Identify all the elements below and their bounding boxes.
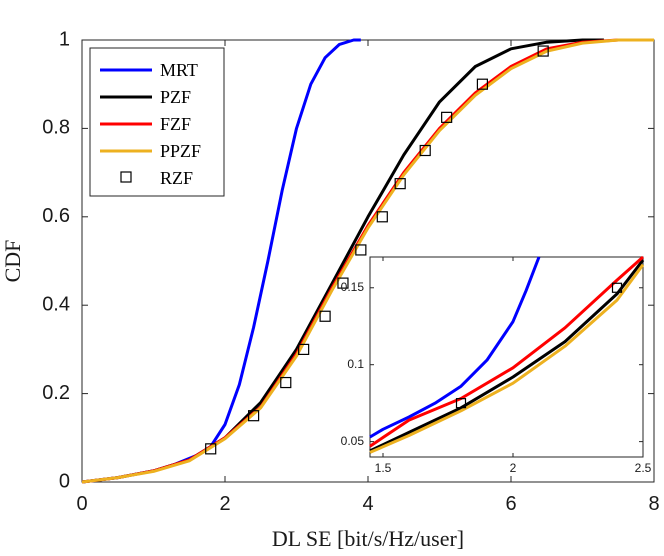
- main-marker-rzf: [394, 178, 406, 190]
- y-axis-title: CDF: [0, 240, 25, 283]
- inset-marker-rzf: [611, 282, 623, 293]
- main-marker-rzf: [419, 144, 431, 157]
- main-marker-rzf: [337, 277, 349, 289]
- inset-series-group: [369, 255, 645, 454]
- inset-plot-area: 1.5 2 2.5 0.05 0.1 0.15: [341, 255, 652, 475]
- main-marker-rzf: [319, 310, 331, 322]
- inset-series-mrt: [369, 256, 541, 439]
- legend-label-rzf: RZF: [160, 168, 193, 188]
- main-ticks: 0 2 4 6 8 0 0.2 0.4 0.6 0.8 1: [42, 28, 659, 515]
- main-markers-group: [205, 45, 549, 455]
- main-y-tick-label: 0: [59, 470, 70, 492]
- inset-x-tick-label: 2.5: [635, 461, 652, 475]
- main-marker-rzf: [376, 211, 388, 223]
- main-x-tick-label: 4: [362, 493, 373, 515]
- inset-series-ppzf: [369, 263, 645, 454]
- legend-label-ppzf: PPZF: [160, 141, 201, 161]
- legend-label-fzf: FZF: [160, 114, 191, 134]
- inset-plot-frame: [369, 256, 644, 458]
- legend-swatch-rzf: [120, 171, 132, 183]
- inset-x-tick-label: 2: [510, 461, 517, 475]
- main-marker-rzf: [298, 343, 310, 355]
- main-y-tick-label: 0.6: [42, 205, 70, 227]
- main-series-group: [81, 38, 654, 484]
- legend: MRT PZF FZF PPZF RZF: [89, 47, 225, 197]
- inset-markers-group: [455, 282, 623, 409]
- main-series-ppzf: [81, 38, 654, 484]
- main-marker-rzf: [476, 78, 488, 90]
- inset-y-tick-label: 0.15: [341, 280, 365, 294]
- inset-x-tick-label: 1.5: [375, 461, 392, 475]
- inset-y-tick-label: 0.1: [347, 357, 364, 371]
- main-y-tick-label: 0.8: [42, 117, 70, 139]
- main-x-tick-label: 6: [505, 493, 516, 515]
- main-x-tick-label: 0: [76, 493, 87, 515]
- main-y-tick-label: 0.2: [42, 382, 70, 404]
- main-marker-rzf: [355, 244, 367, 256]
- main-marker-rzf: [441, 111, 453, 123]
- x-axis-title: DL SE [bit/s/Hz/user]: [272, 526, 464, 551]
- main-y-tick-label: 0.4: [42, 293, 70, 315]
- main-marker-rzf: [280, 376, 292, 389]
- inset-series-fzf: [369, 255, 644, 448]
- main-x-tick-label: 2: [219, 493, 230, 515]
- inset-ticks: 1.5 2 2.5 0.05 0.1 0.15: [341, 257, 652, 475]
- inset-series-pzf: [369, 259, 645, 453]
- main-marker-rzf: [248, 410, 260, 422]
- main-y-tick-label: 1: [59, 28, 70, 50]
- inset-marker-rzf: [455, 398, 467, 409]
- legend-label-pzf: PZF: [160, 87, 191, 107]
- inset-y-tick-label: 0.05: [341, 434, 365, 448]
- main-x-tick-label: 8: [648, 493, 659, 515]
- main-marker-rzf: [537, 45, 549, 57]
- legend-label-mrt: MRT: [160, 60, 198, 80]
- main-marker-rzf: [205, 443, 217, 455]
- legend-box: [89, 47, 225, 197]
